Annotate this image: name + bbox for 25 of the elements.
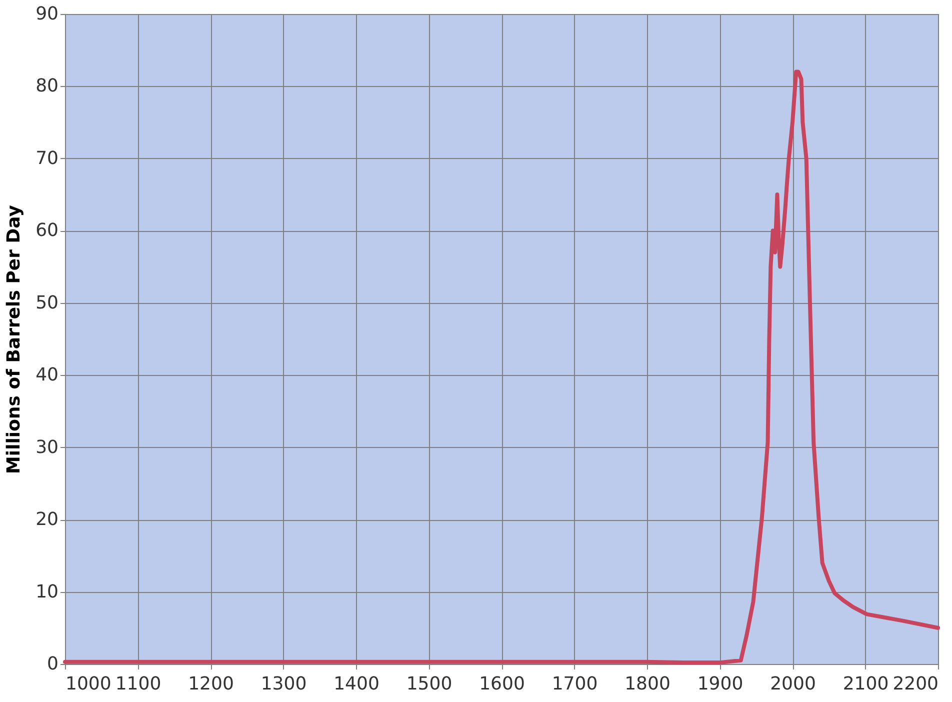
line-series [63,70,940,665]
x-tick-label: 1900 [697,674,744,694]
x-tick-label: 1300 [260,674,307,694]
y-tick-label: 60 [36,220,58,242]
y-tick-label: 90 [36,4,58,24]
x-tick-label: 1200 [188,674,234,694]
y-tick-label: 10 [36,581,58,602]
y-tick-label: 0 [47,654,58,674]
x-tick-label: 1000 [66,674,112,694]
x-tick-label: 1400 [334,674,380,694]
y-tick-label: 30 [36,436,58,458]
y-tick-label: 80 [36,76,58,97]
x-tick-label: 1500 [406,674,452,694]
y-tick-label: 20 [36,509,58,530]
x-tick-label: 2000 [770,674,816,694]
y-axis-title: Millions of Barrels Per Day [4,204,25,474]
x-tick-label: 1100 [115,674,162,694]
x-tick-label: 1600 [479,674,525,694]
x-tick-label: 2200 [892,674,938,694]
y-tick-label: 70 [36,148,58,169]
x-tick-label: 1800 [624,674,670,694]
x-tick-label: 2100 [842,674,889,694]
x-tick-label: 1700 [552,674,598,694]
y-tick-label: 50 [36,292,58,314]
y-tick-label: 40 [36,364,58,386]
